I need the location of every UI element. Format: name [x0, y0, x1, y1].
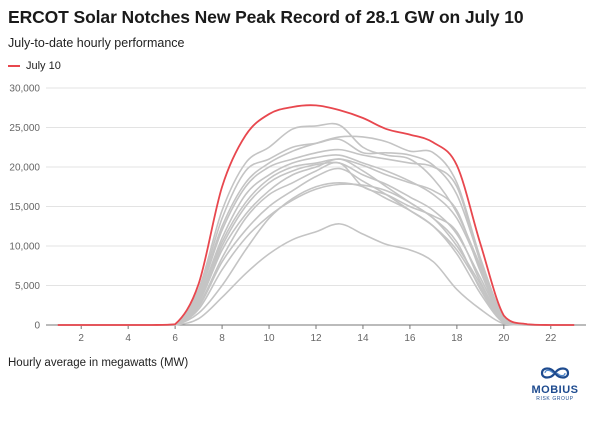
- grid-lines: [46, 87, 586, 326]
- x-tick-label: 6: [172, 333, 178, 344]
- y-tick-label: 30,000: [9, 84, 40, 95]
- x-tick-label: 16: [404, 333, 416, 344]
- y-tick-label: 0: [34, 321, 40, 332]
- x-tick-label: 20: [498, 333, 510, 344]
- x-tick-label: 14: [357, 333, 369, 344]
- x-tick-label: 18: [451, 333, 463, 344]
- logo-tagline: RISK GROUP: [536, 396, 574, 402]
- x-tick-label: 4: [125, 333, 131, 344]
- legend-label-july-10: July 10: [26, 60, 61, 72]
- legend-swatch-july-10: [8, 65, 20, 67]
- x-axis: 2 4 6 8 10 12 14 16 18 20 22: [78, 325, 557, 344]
- series-line-day-1: [57, 122, 575, 326]
- y-tick-label: 5,000: [15, 281, 40, 292]
- x-tick-label: 10: [263, 333, 275, 344]
- company-logo: MOBIUS RISK GROUP: [524, 365, 586, 402]
- y-tick-label: 20,000: [9, 163, 40, 174]
- x-tick-label: 12: [310, 333, 322, 344]
- y-axis: 0 5,000 10,000 15,000 20,000 25,000 30,000: [9, 84, 40, 332]
- x-tick-label: 8: [219, 333, 225, 344]
- y-tick-label: 10,000: [9, 242, 40, 253]
- x-tick-label: 22: [545, 333, 557, 344]
- x-tick-label: 2: [78, 333, 84, 344]
- unit-note: Hourly average in megawatts (MW): [8, 357, 189, 369]
- y-tick-label: 25,000: [9, 123, 40, 134]
- y-tick-label: 15,000: [9, 202, 40, 213]
- legend: July 10: [8, 60, 61, 72]
- chart-title: ERCOT Solar Notches New Peak Record of 2…: [8, 7, 524, 27]
- mobius-loop-icon: [540, 367, 570, 379]
- series-lines: [57, 104, 575, 326]
- chart-subtitle: July-to-date hourly performance: [8, 36, 185, 50]
- logo-wordmark: MOBIUS: [531, 384, 579, 396]
- series-line-july-10: [57, 104, 575, 326]
